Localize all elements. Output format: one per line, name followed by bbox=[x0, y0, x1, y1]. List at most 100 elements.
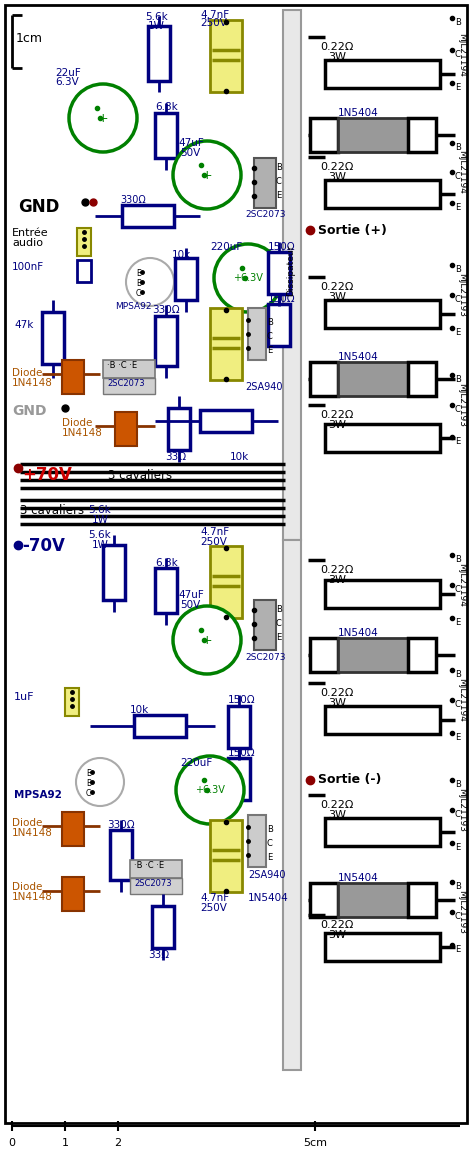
Circle shape bbox=[69, 84, 137, 152]
Text: E: E bbox=[455, 328, 460, 337]
Bar bbox=[325, 818, 440, 846]
Bar bbox=[210, 820, 242, 892]
Bar bbox=[110, 830, 132, 881]
Bar bbox=[175, 258, 197, 300]
Text: 0: 0 bbox=[9, 1138, 16, 1148]
Bar bbox=[130, 860, 182, 878]
Text: 3 cavaliers: 3 cavaliers bbox=[20, 503, 84, 517]
Text: 33Ω: 33Ω bbox=[165, 452, 186, 462]
Text: Diode: Diode bbox=[12, 818, 42, 828]
Bar bbox=[122, 205, 174, 227]
Text: Sortie (+): Sortie (+) bbox=[318, 223, 387, 236]
Text: 50V: 50V bbox=[180, 600, 200, 610]
Text: 3W: 3W bbox=[328, 698, 346, 708]
Text: 330Ω: 330Ω bbox=[152, 305, 180, 315]
Bar bbox=[325, 933, 440, 961]
Bar bbox=[408, 883, 436, 917]
Text: B: B bbox=[276, 605, 282, 613]
Text: 100nF: 100nF bbox=[12, 262, 44, 272]
Text: 5.6k: 5.6k bbox=[88, 529, 111, 540]
Bar bbox=[210, 20, 242, 92]
Text: 3W: 3W bbox=[328, 292, 346, 302]
Text: Entrée: Entrée bbox=[12, 228, 49, 238]
Text: Diode: Diode bbox=[12, 882, 42, 892]
Bar bbox=[325, 424, 440, 452]
Text: 1N4148: 1N4148 bbox=[12, 828, 53, 838]
Text: C: C bbox=[455, 585, 461, 594]
Bar bbox=[248, 815, 266, 867]
Bar bbox=[42, 312, 64, 364]
Bar bbox=[134, 715, 186, 737]
Text: +: + bbox=[202, 633, 212, 647]
Text: B: B bbox=[455, 265, 461, 274]
Bar bbox=[325, 706, 440, 734]
Text: E: E bbox=[455, 733, 460, 742]
Circle shape bbox=[214, 244, 282, 312]
Text: +6.3V: +6.3V bbox=[233, 273, 263, 283]
Text: C: C bbox=[455, 405, 461, 414]
Text: MPSA92: MPSA92 bbox=[14, 790, 62, 800]
Text: 2SA940: 2SA940 bbox=[245, 382, 283, 392]
Text: 6.8k: 6.8k bbox=[155, 558, 178, 567]
Bar bbox=[228, 706, 250, 748]
Text: 0.22Ω: 0.22Ω bbox=[320, 410, 354, 420]
Text: 150Ω: 150Ω bbox=[228, 748, 255, 759]
Text: ·B ·C ·E: ·B ·C ·E bbox=[107, 361, 137, 369]
Text: B: B bbox=[276, 163, 282, 171]
Text: 220uF: 220uF bbox=[210, 242, 242, 252]
Circle shape bbox=[173, 142, 241, 209]
Text: Diode: Diode bbox=[12, 368, 42, 378]
Text: B: B bbox=[455, 780, 461, 788]
Text: B: B bbox=[455, 18, 461, 26]
Text: C: C bbox=[455, 49, 461, 59]
Text: 330Ω: 330Ω bbox=[107, 820, 135, 830]
Text: 47k: 47k bbox=[14, 320, 33, 330]
Text: MJL21193: MJL21193 bbox=[457, 788, 466, 832]
Text: 0.22Ω: 0.22Ω bbox=[320, 565, 354, 576]
Bar bbox=[310, 363, 338, 396]
Text: C: C bbox=[455, 295, 461, 304]
Text: C: C bbox=[267, 839, 273, 848]
Bar bbox=[62, 877, 84, 910]
Text: C: C bbox=[276, 619, 282, 628]
Text: 0.22Ω: 0.22Ω bbox=[320, 920, 354, 930]
Text: C: C bbox=[276, 177, 282, 186]
Bar bbox=[77, 260, 91, 282]
Bar bbox=[62, 811, 84, 846]
Bar bbox=[254, 158, 276, 208]
Text: -70V: -70V bbox=[22, 538, 65, 555]
Text: C: C bbox=[455, 810, 461, 820]
Text: E: E bbox=[136, 269, 141, 279]
Text: C: C bbox=[455, 171, 461, 181]
Bar bbox=[338, 638, 408, 672]
Bar bbox=[310, 119, 338, 152]
Text: B: B bbox=[267, 318, 273, 327]
Text: E: E bbox=[276, 191, 281, 200]
Text: 1W: 1W bbox=[92, 540, 109, 550]
Text: 250V: 250V bbox=[200, 538, 227, 547]
Text: 5.6k: 5.6k bbox=[88, 505, 111, 514]
Text: 0.22Ω: 0.22Ω bbox=[320, 688, 354, 698]
Text: +70V: +70V bbox=[22, 466, 72, 485]
Bar bbox=[130, 878, 182, 894]
Text: 1uF: 1uF bbox=[14, 692, 35, 702]
Text: 2: 2 bbox=[114, 1138, 121, 1148]
Text: B: B bbox=[455, 670, 461, 679]
Text: MJL21194: MJL21194 bbox=[457, 563, 466, 607]
Text: C: C bbox=[86, 788, 91, 798]
Text: 1N4148: 1N4148 bbox=[62, 428, 103, 439]
Text: B: B bbox=[136, 279, 141, 288]
Text: E: E bbox=[267, 346, 272, 355]
Text: 3W: 3W bbox=[328, 420, 346, 430]
Text: B: B bbox=[267, 825, 273, 834]
Bar bbox=[283, 10, 301, 540]
Circle shape bbox=[176, 756, 244, 824]
Text: 47uF: 47uF bbox=[178, 138, 204, 148]
Text: 2SC2073: 2SC2073 bbox=[107, 379, 145, 388]
Text: C: C bbox=[455, 912, 461, 921]
Text: Sortie (-): Sortie (-) bbox=[318, 773, 382, 786]
Text: 0.22Ω: 0.22Ω bbox=[320, 282, 354, 292]
Text: E: E bbox=[267, 853, 272, 862]
Text: 150Ω: 150Ω bbox=[228, 695, 255, 706]
Text: B: B bbox=[455, 555, 461, 564]
